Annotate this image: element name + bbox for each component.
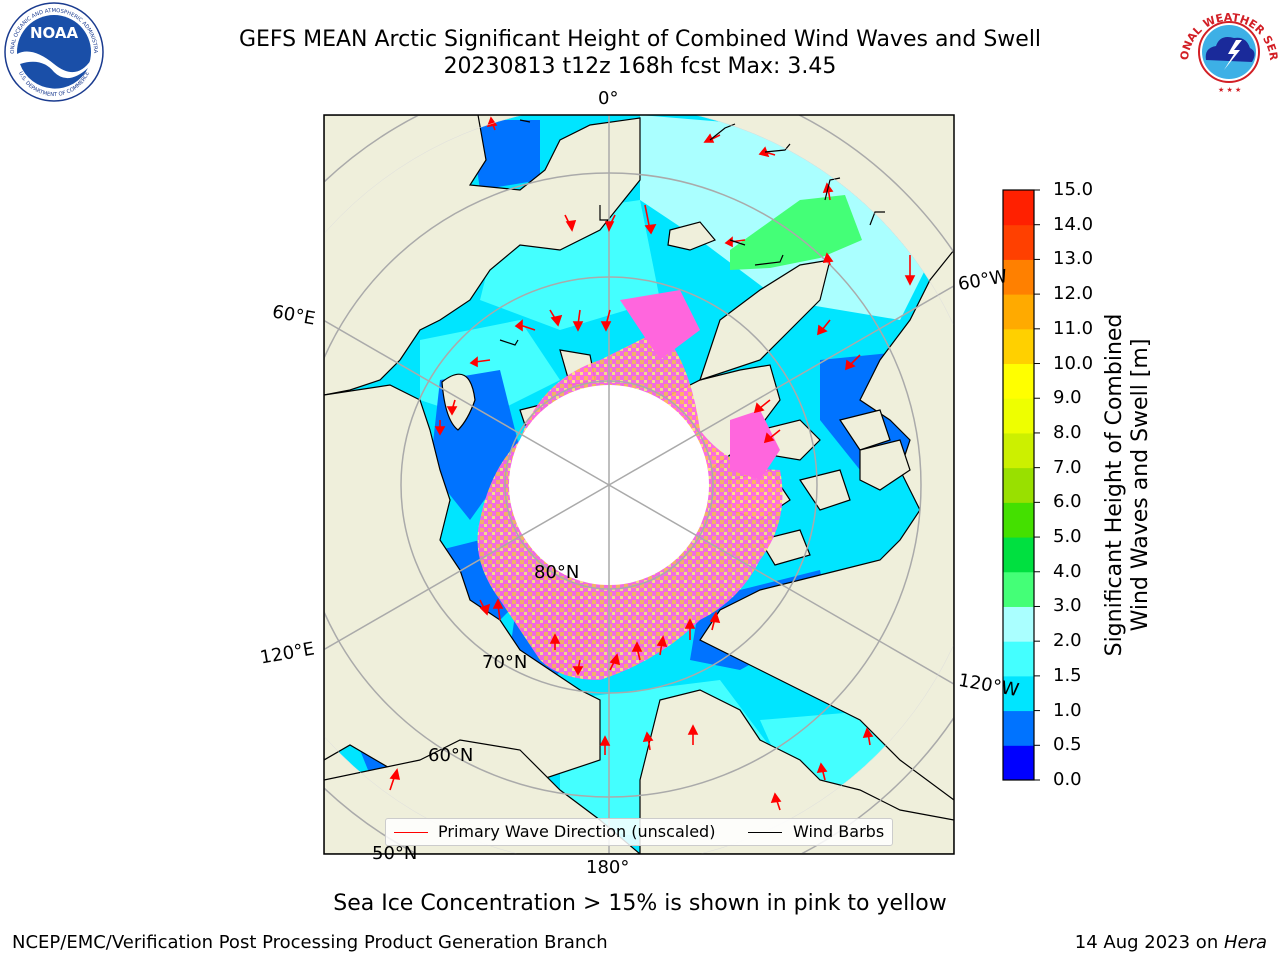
- lon-label-180: 180°: [586, 857, 630, 878]
- colorbar-segment: [1003, 363, 1034, 399]
- colorbar: [1002, 189, 1040, 781]
- colorbar-segment: [1003, 467, 1034, 503]
- max-wave-region: [730, 195, 862, 270]
- colorbar-tick-label: 7.0: [1053, 456, 1082, 478]
- lat-label-50n: 50°N: [372, 843, 418, 864]
- lat-label-80n: 80°N: [534, 562, 580, 583]
- nws-logo: NATIONAL WEATHER SERVICE ★ ★ ★: [1178, 0, 1280, 98]
- colorbar-label-line2: Wind Waves and Swell [m]: [1128, 338, 1153, 632]
- colorbar-segment: [1003, 328, 1034, 365]
- graticule: [324, 115, 954, 854]
- colorbar-segment: [1003, 606, 1034, 642]
- colorbar-segment: [1003, 502, 1034, 538]
- legend-wave-direction: Primary Wave Direction (unscaled): [438, 822, 716, 841]
- lat-label-60n: 60°N: [428, 745, 474, 766]
- map-area: [324, 115, 954, 854]
- svg-text:★ ★ ★: ★ ★ ★: [1218, 86, 1241, 94]
- map-frame: [323, 114, 955, 855]
- colorbar-segment: [1003, 224, 1034, 260]
- colorbar-segment: [1003, 537, 1034, 573]
- colorbar-tick-label: 11.0: [1053, 317, 1094, 339]
- colorbar-segment: [1003, 710, 1034, 746]
- legend-wave-swatch: [394, 832, 428, 833]
- colorbar-tick-label: 4.0: [1053, 560, 1082, 582]
- colorbar-tick-label: 3.0: [1053, 595, 1082, 617]
- sea-ice-note: Sea Ice Concentration > 15% is shown in …: [333, 891, 947, 916]
- legend-wind-barbs: Wind Barbs: [793, 822, 885, 841]
- colorbar-tick-label: 2.0: [1053, 630, 1082, 652]
- wave-direction-arrows: [389, 116, 916, 811]
- colorbar-segment: [1003, 745, 1034, 781]
- colorbar-segment: [1003, 398, 1034, 434]
- colorbar-tick-label: 10.0: [1053, 352, 1094, 374]
- noaa-logo: NOAA NATIONAL OCEANIC AND ATMOSPHERIC AD…: [2, 2, 104, 102]
- colorbar-segment: [1003, 571, 1034, 607]
- colorbar-tick-label: 13.0: [1053, 248, 1094, 270]
- colorbar-segment: [1003, 294, 1034, 330]
- map-subtitle: 20230813 t12z 168h fcst Max: 3.45: [443, 54, 837, 79]
- footer-date-text: 14 Aug 2023 on: [1074, 932, 1224, 953]
- lon-label-0: 0°: [598, 88, 619, 109]
- lat-label-70n: 70°N: [482, 652, 528, 673]
- colorbar-label-line1: Significant Height of Combined: [1102, 313, 1127, 657]
- colorbar-segment: [1003, 641, 1034, 677]
- wind-barbs: [499, 119, 885, 346]
- colorbar-tick-label: 9.0: [1053, 387, 1082, 409]
- legend-wind-swatch: [748, 832, 782, 833]
- footer-credit: NCEP/EMC/Verification Post Processing Pr…: [12, 932, 608, 953]
- colorbar-tick-label: 15.0: [1053, 179, 1094, 200]
- colorbar-segment: [1003, 190, 1034, 226]
- colorbar-tick-label: 0.5: [1053, 734, 1082, 756]
- colorbar-tick-label: 5.0: [1053, 526, 1082, 548]
- footer-host: Hera: [1223, 932, 1267, 953]
- colorbar-segment: [1003, 259, 1034, 295]
- colorbar-tick-label: 1.0: [1053, 699, 1082, 721]
- colorbar-segment: [1003, 432, 1034, 469]
- colorbar-tick-label: 14.0: [1053, 213, 1094, 235]
- colorbar-tick-label: 8.0: [1053, 421, 1082, 443]
- map-legend: Primary Wave Direction (unscaled) Wind B…: [385, 818, 893, 846]
- map-title: GEFS MEAN Arctic Significant Height of C…: [238, 27, 1042, 52]
- colorbar-tick-label: 1.5: [1053, 664, 1082, 686]
- colorbar-segment: [1003, 675, 1034, 712]
- footer-date: 14 Aug 2023 on Hera: [1075, 932, 1267, 954]
- noaa-logo-text: NOAA: [30, 24, 79, 42]
- colorbar-frame: [1002, 189, 1035, 781]
- colorbar-tick-label: 0.0: [1053, 769, 1082, 790]
- colorbar-tick-label: 6.0: [1053, 491, 1082, 513]
- colorbar-tick-label: 12.0: [1053, 283, 1094, 305]
